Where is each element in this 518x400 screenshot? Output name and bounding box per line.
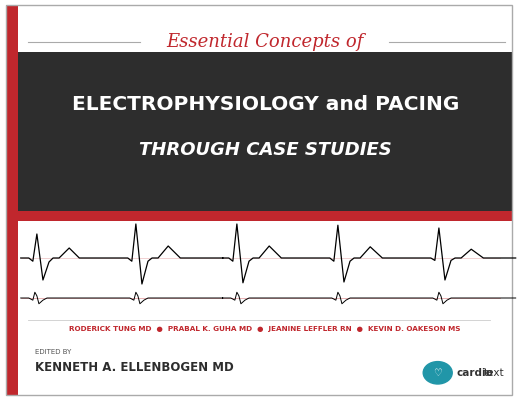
Text: RODERICK TUNG MD  ●  PRABAL K. GUHA MD  ●  JEANINE LEFFLER RN  ●  KEVIN D. OAKES: RODERICK TUNG MD ● PRABAL K. GUHA MD ● J… — [69, 326, 461, 332]
Text: cardio: cardio — [457, 368, 494, 378]
Bar — [6, 5, 18, 395]
Text: Essential Concepts of: Essential Concepts of — [166, 33, 364, 51]
Bar — [18, 52, 512, 212]
Text: EDITED BY: EDITED BY — [35, 349, 71, 355]
Text: THROUGH CASE STUDIES: THROUGH CASE STUDIES — [139, 141, 392, 159]
Text: KENNETH A. ELLENBOGEN MD: KENNETH A. ELLENBOGEN MD — [35, 361, 234, 374]
Circle shape — [423, 362, 452, 384]
Text: ELECTROPHYSIOLOGY and PACING: ELECTROPHYSIOLOGY and PACING — [71, 94, 459, 114]
Bar — [18, 211, 512, 221]
Text: ♡: ♡ — [434, 368, 442, 378]
Text: text: text — [484, 368, 505, 378]
